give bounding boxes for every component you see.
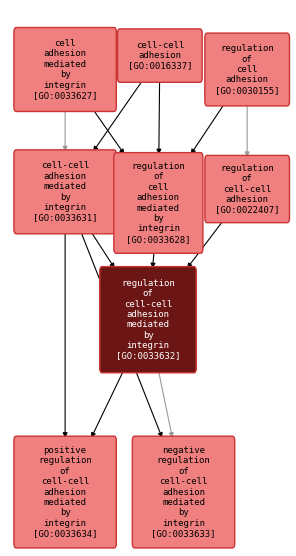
FancyBboxPatch shape bbox=[100, 267, 196, 373]
Text: regulation
of
cell
adhesion
mediated
by
integrin
[GO:0033628]: regulation of cell adhesion mediated by … bbox=[126, 162, 191, 244]
FancyBboxPatch shape bbox=[14, 436, 116, 548]
Text: positive
regulation
of
cell-cell
adhesion
mediated
by
integrin
[GO:0033634]: positive regulation of cell-cell adhesio… bbox=[33, 446, 97, 538]
FancyBboxPatch shape bbox=[132, 436, 235, 548]
FancyBboxPatch shape bbox=[205, 33, 289, 106]
Text: cell
adhesion
mediated
by
integrin
[GO:0033627]: cell adhesion mediated by integrin [GO:0… bbox=[33, 39, 97, 100]
Text: regulation
of
cell
adhesion
[GO:0030155]: regulation of cell adhesion [GO:0030155] bbox=[215, 44, 279, 95]
FancyBboxPatch shape bbox=[114, 152, 203, 253]
FancyBboxPatch shape bbox=[118, 29, 202, 82]
FancyBboxPatch shape bbox=[14, 27, 116, 111]
Text: cell-cell
adhesion
mediated
by
integrin
[GO:0033631]: cell-cell adhesion mediated by integrin … bbox=[33, 161, 97, 222]
Text: negative
regulation
of
cell-cell
adhesion
mediated
by
integrin
[GO:0033633]: negative regulation of cell-cell adhesio… bbox=[151, 446, 216, 538]
FancyBboxPatch shape bbox=[14, 150, 116, 234]
Text: cell-cell
adhesion
[GO:0016337]: cell-cell adhesion [GO:0016337] bbox=[128, 41, 192, 71]
Text: regulation
of
cell-cell
adhesion
mediated
by
integrin
[GO:0033632]: regulation of cell-cell adhesion mediate… bbox=[116, 279, 180, 361]
FancyBboxPatch shape bbox=[205, 155, 289, 222]
Text: regulation
of
cell-cell
adhesion
[GO:0022407]: regulation of cell-cell adhesion [GO:002… bbox=[215, 163, 279, 215]
